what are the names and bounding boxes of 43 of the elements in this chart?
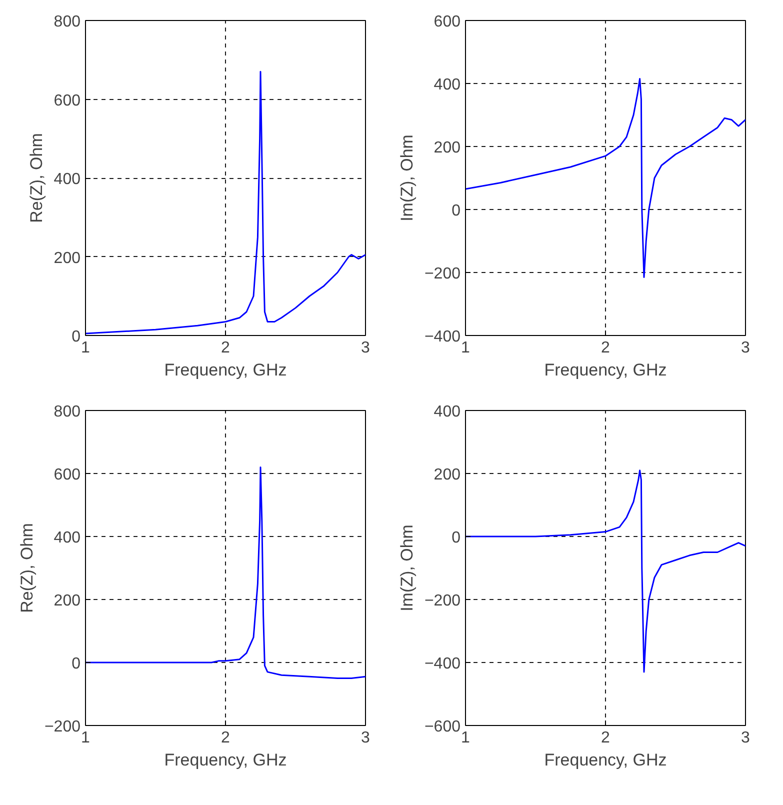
x-tick-label: 3 bbox=[741, 730, 750, 746]
x-tick-label: 3 bbox=[741, 340, 750, 356]
x-tick-label: 1 bbox=[461, 340, 470, 356]
y-tick-label: 0 bbox=[452, 530, 461, 546]
x-axis-title: Frequency, GHz bbox=[544, 750, 667, 770]
y-axis-title: Im(Z), Ohm bbox=[397, 134, 416, 222]
y-tick-label: 0 bbox=[72, 328, 81, 346]
y-tick-label: 400 bbox=[54, 171, 81, 188]
y-tick-label: 600 bbox=[434, 14, 461, 30]
x-tick-label: 2 bbox=[221, 730, 230, 746]
y-tick-label: 800 bbox=[54, 14, 81, 30]
x-axis-title: Frequency, GHz bbox=[164, 750, 287, 770]
y-axis-title: Im(Z), Ohm bbox=[397, 524, 416, 612]
y-tick-label: 200 bbox=[434, 466, 461, 484]
x-tick-label: 2 bbox=[601, 340, 610, 356]
y-tick-label: −400 bbox=[424, 328, 461, 346]
y-tick-label: −200 bbox=[424, 266, 461, 282]
x-tick-label: 1 bbox=[81, 340, 90, 356]
y-tick-label: 0 bbox=[452, 202, 461, 220]
y-axis-title: Re(Z), Ohm bbox=[17, 523, 36, 613]
x-tick-label: 2 bbox=[601, 730, 610, 746]
y-tick-label: 200 bbox=[54, 250, 81, 267]
x-tick-label: 1 bbox=[461, 730, 470, 746]
x-tick-label: 2 bbox=[221, 340, 230, 356]
y-tick-label: 800 bbox=[54, 404, 81, 420]
x-tick-label: 3 bbox=[361, 730, 370, 746]
y-tick-label: 200 bbox=[434, 140, 461, 156]
y-tick-label: 600 bbox=[54, 92, 81, 110]
x-tick-label: 1 bbox=[81, 730, 90, 746]
y-tick-label: 400 bbox=[54, 530, 81, 546]
y-tick-label: 200 bbox=[54, 592, 81, 610]
x-axis-title: Frequency, GHz bbox=[544, 360, 667, 380]
y-tick-label: −200 bbox=[44, 718, 81, 736]
x-axis-title: Frequency, GHz bbox=[164, 360, 287, 380]
y-tick-label: 400 bbox=[434, 404, 461, 420]
y-tick-label: 0 bbox=[72, 656, 81, 672]
y-tick-label: 400 bbox=[434, 76, 461, 94]
y-tick-label: 600 bbox=[54, 466, 81, 484]
y-tick-label: −200 bbox=[424, 592, 461, 610]
x-tick-label: 3 bbox=[361, 340, 370, 356]
y-tick-label: −400 bbox=[424, 656, 461, 672]
y-axis-title: Re(Z), Ohm bbox=[26, 133, 46, 223]
y-tick-label: −600 bbox=[424, 718, 461, 736]
